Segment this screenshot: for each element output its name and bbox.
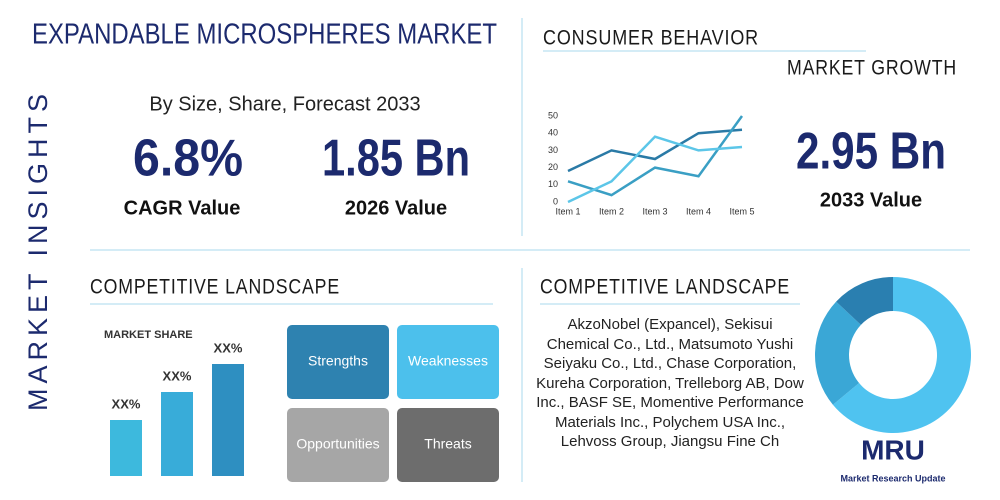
donut-slice xyxy=(836,277,893,325)
line-series xyxy=(567,128,743,173)
stat-value: 1.85 Bn xyxy=(322,130,470,188)
section-heading: MARKET GROWTH xyxy=(787,57,957,80)
x-tick-label: Item 2 xyxy=(599,206,624,216)
company-list: AkzoNobel (Expancel), Sekisui Chemical C… xyxy=(536,316,804,450)
swot-box xyxy=(397,408,499,482)
swot-label: Strengths xyxy=(308,353,368,369)
value-label: XX% xyxy=(214,340,243,355)
section-heading: COMPETITIVE LANDSCAPE xyxy=(90,276,340,299)
side-label: MARKET INSIGHTS xyxy=(23,89,53,411)
stat-label: 2026 Value xyxy=(345,197,447,219)
y-tick-label: 10 xyxy=(548,179,558,189)
stat-value: 6.8% xyxy=(133,130,243,188)
swot-label: Weaknesses xyxy=(408,353,488,369)
swot-box xyxy=(287,325,389,399)
x-tick-label: Item 3 xyxy=(642,206,667,216)
x-tick-label: Item 5 xyxy=(729,206,754,216)
bar xyxy=(110,420,142,476)
y-tick-label: 20 xyxy=(548,162,558,172)
swot-box xyxy=(287,408,389,482)
stat-label: CAGR Value xyxy=(124,197,241,219)
value-label: XX% xyxy=(112,396,141,411)
bar xyxy=(161,392,193,476)
chart-title: MARKET SHARE xyxy=(104,329,193,341)
section-heading: COMPETITIVE LANDSCAPE xyxy=(540,276,790,299)
donut-slice xyxy=(815,301,861,405)
x-tick-label: Item 4 xyxy=(686,206,711,216)
y-tick-label: 30 xyxy=(548,145,558,155)
y-tick-label: 40 xyxy=(548,128,558,138)
value-label: XX% xyxy=(163,368,192,383)
logo-name: Market Research Update xyxy=(840,473,945,483)
subtitle: By Size, Share, Forecast 2033 xyxy=(149,93,420,115)
y-tick-label: 0 xyxy=(553,196,558,206)
swot-label: Opportunities xyxy=(296,436,379,452)
line-series xyxy=(567,135,743,204)
y-tick-label: 50 xyxy=(548,110,558,120)
title: EXPANDABLE MICROSPHERES MARKET xyxy=(32,19,497,51)
stat-value: 2.95 Bn xyxy=(796,123,946,181)
logo-mark: MRU xyxy=(861,434,925,465)
bar xyxy=(212,364,244,476)
swot-box xyxy=(397,325,499,399)
line-series xyxy=(567,115,744,197)
section-heading: CONSUMER BEHAVIOR xyxy=(543,27,759,50)
stat-label: 2033 Value xyxy=(820,189,922,211)
swot-label: Threats xyxy=(424,436,471,452)
donut-slice xyxy=(832,277,971,433)
x-tick-label: Item 1 xyxy=(555,206,580,216)
